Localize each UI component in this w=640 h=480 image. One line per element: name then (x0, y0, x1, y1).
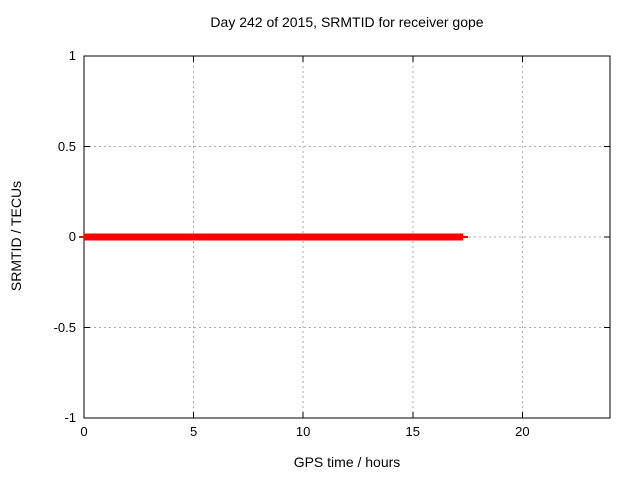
chart-title: Day 242 of 2015, SRMTID for receiver gop… (210, 14, 484, 30)
x-tick-label: 5 (189, 424, 198, 439)
y-tick-label: 1 (68, 48, 76, 63)
x-tick-label: 20 (515, 424, 530, 439)
x-axis-label: GPS time / hours (293, 454, 401, 470)
y-tick-label: -1 (64, 410, 76, 425)
x-tick-label: 10 (295, 424, 311, 439)
x-tick-label: 0 (80, 424, 88, 439)
y-tick-label: 0 (68, 229, 76, 244)
y-tick-label: -0.5 (53, 319, 76, 335)
x-tick-label: 15 (405, 424, 420, 439)
y-tick-label: 0.5 (57, 138, 76, 154)
